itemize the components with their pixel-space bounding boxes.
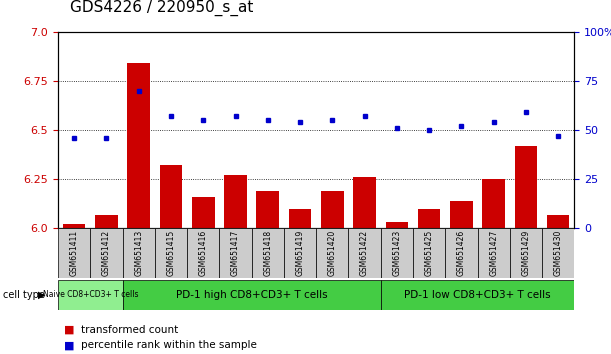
Text: ▶: ▶ bbox=[38, 290, 45, 300]
Bar bbox=[219, 228, 252, 278]
Bar bbox=[90, 228, 123, 278]
Text: PD-1 low CD8+CD3+ T cells: PD-1 low CD8+CD3+ T cells bbox=[404, 290, 551, 300]
Bar bbox=[450, 201, 473, 228]
Bar bbox=[381, 280, 574, 310]
Bar bbox=[510, 228, 542, 278]
Text: GSM651411: GSM651411 bbox=[70, 230, 79, 276]
Text: GSM651422: GSM651422 bbox=[360, 230, 369, 276]
Bar bbox=[224, 175, 247, 228]
Text: GSM651427: GSM651427 bbox=[489, 230, 498, 276]
Text: GSM651419: GSM651419 bbox=[296, 230, 304, 276]
Bar bbox=[542, 228, 574, 278]
Text: ■: ■ bbox=[64, 340, 75, 350]
Bar bbox=[58, 228, 90, 278]
Bar bbox=[321, 191, 343, 228]
Text: GSM651413: GSM651413 bbox=[134, 230, 143, 276]
Bar bbox=[514, 146, 537, 228]
Text: transformed count: transformed count bbox=[81, 325, 178, 335]
Bar bbox=[252, 228, 284, 278]
Bar bbox=[284, 228, 316, 278]
Text: GSM651412: GSM651412 bbox=[102, 230, 111, 276]
Text: GSM651418: GSM651418 bbox=[263, 230, 273, 276]
Text: PD-1 high CD8+CD3+ T cells: PD-1 high CD8+CD3+ T cells bbox=[176, 290, 327, 300]
Bar bbox=[478, 228, 510, 278]
Bar bbox=[187, 228, 219, 278]
Bar bbox=[58, 280, 123, 310]
Text: GSM651423: GSM651423 bbox=[392, 230, 401, 276]
Text: GSM651416: GSM651416 bbox=[199, 230, 208, 276]
Bar bbox=[128, 63, 150, 228]
Text: Naive CD8+CD3+ T cells: Naive CD8+CD3+ T cells bbox=[43, 290, 138, 299]
Bar bbox=[316, 228, 348, 278]
Bar bbox=[386, 222, 408, 228]
Bar bbox=[418, 209, 441, 228]
Text: GSM651415: GSM651415 bbox=[166, 230, 175, 276]
Bar bbox=[95, 215, 118, 228]
Text: GSM651426: GSM651426 bbox=[457, 230, 466, 276]
Text: cell type: cell type bbox=[3, 290, 45, 300]
Bar bbox=[348, 228, 381, 278]
Text: GSM651430: GSM651430 bbox=[554, 230, 563, 276]
Bar bbox=[159, 165, 182, 228]
Bar bbox=[123, 228, 155, 278]
Bar bbox=[155, 228, 187, 278]
Bar bbox=[353, 177, 376, 228]
Bar bbox=[257, 191, 279, 228]
Text: ■: ■ bbox=[64, 325, 75, 335]
Bar bbox=[123, 280, 381, 310]
Text: GSM651417: GSM651417 bbox=[231, 230, 240, 276]
Bar bbox=[445, 228, 478, 278]
Text: GDS4226 / 220950_s_at: GDS4226 / 220950_s_at bbox=[70, 0, 254, 16]
Text: GSM651425: GSM651425 bbox=[425, 230, 434, 276]
Text: GSM651420: GSM651420 bbox=[328, 230, 337, 276]
Text: GSM651429: GSM651429 bbox=[521, 230, 530, 276]
Bar bbox=[289, 209, 312, 228]
Text: percentile rank within the sample: percentile rank within the sample bbox=[81, 340, 257, 350]
Bar bbox=[381, 228, 413, 278]
Bar bbox=[482, 179, 505, 228]
Bar bbox=[192, 197, 214, 228]
Bar bbox=[413, 228, 445, 278]
Bar bbox=[63, 224, 86, 228]
Bar bbox=[547, 215, 569, 228]
